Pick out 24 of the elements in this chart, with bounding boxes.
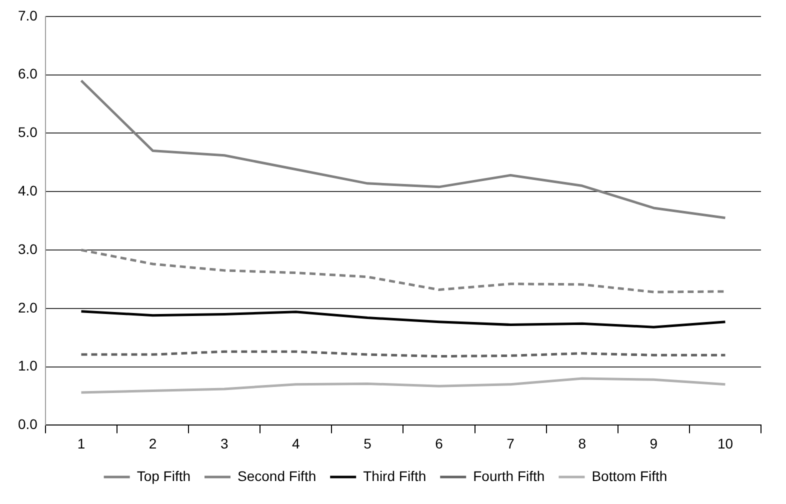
- legend-label: Top Fifth: [136, 468, 191, 484]
- y-tick-label: 3.0: [18, 240, 38, 257]
- y-tick-label: 5.0: [18, 124, 38, 140]
- y-tick-label: 2.0: [18, 299, 38, 316]
- legend-label: Third Fifth: [363, 468, 426, 484]
- legend-label: Bottom Fifth: [592, 468, 668, 484]
- x-tick-label: 6: [435, 435, 444, 452]
- y-tick-label: 4.0: [18, 182, 38, 198]
- x-tick-label: 4: [292, 435, 300, 452]
- x-tick-label: 8: [578, 435, 586, 452]
- x-tick-label: 1: [77, 435, 86, 452]
- x-tick-label: 2: [148, 435, 157, 452]
- x-tick-label: 7: [506, 435, 515, 452]
- y-tick-label: 1.0: [18, 358, 38, 374]
- x-tick-label: 3: [220, 435, 228, 452]
- line-series: [80, 248, 726, 294]
- x-tick-label: 5: [364, 435, 372, 452]
- y-tick-label: 0.0: [18, 416, 38, 432]
- x-tick-label: 10: [717, 435, 734, 452]
- y-tick-label: 6.0: [18, 66, 38, 82]
- y-tick-label: 7.0: [18, 7, 38, 24]
- x-tick-label: 9: [650, 435, 658, 452]
- legend-label: Second Fifth: [238, 468, 316, 484]
- legend-label: Fourth Fifth: [473, 468, 545, 484]
